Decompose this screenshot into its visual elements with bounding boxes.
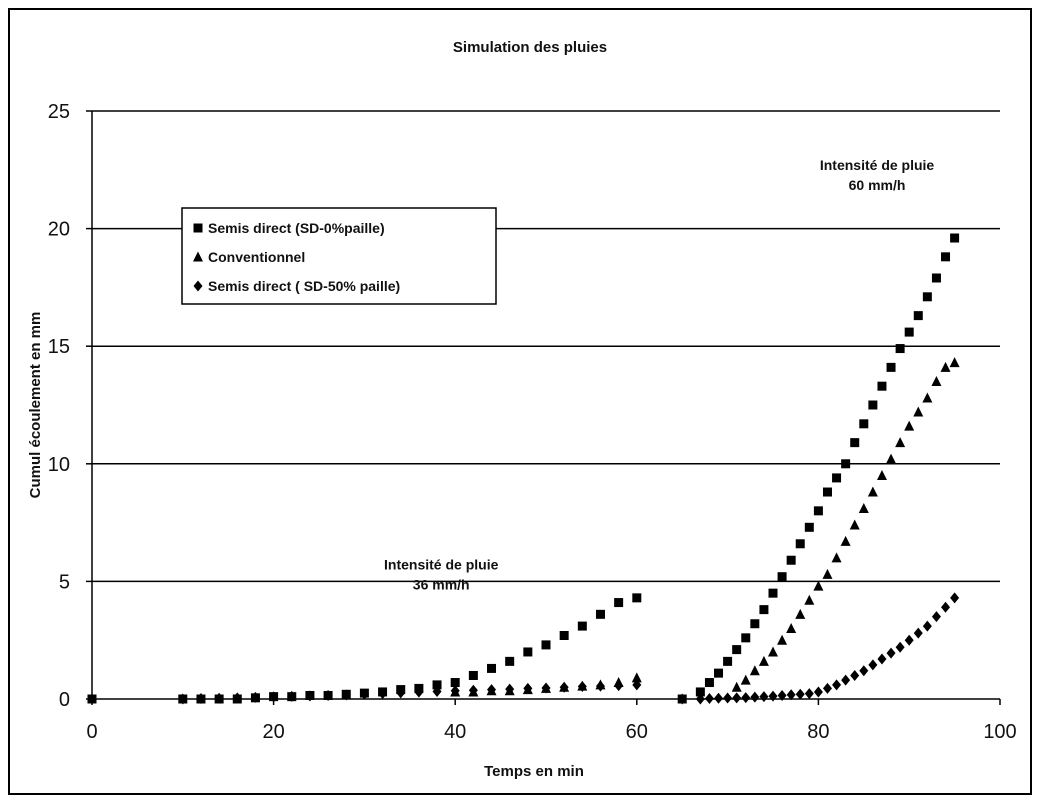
data-point-square [560, 631, 569, 640]
data-point-square [850, 438, 859, 447]
data-point-square [705, 678, 714, 687]
data-point-square [941, 252, 950, 261]
x-tick-label: 0 [86, 721, 97, 743]
x-tick-label: 20 [262, 721, 284, 743]
data-point-square [923, 292, 932, 301]
data-point-square [887, 363, 896, 372]
y-axis-title: Cumul écoulement en mm [27, 312, 44, 499]
annotation-line1: Intensité de pluie [820, 157, 935, 173]
data-point-square [778, 572, 787, 581]
data-point-square [914, 311, 923, 320]
data-point-square [542, 640, 551, 649]
data-point-square [823, 488, 832, 497]
legend-label: Semis direct ( SD-50% paille) [208, 278, 400, 294]
data-point-square [868, 401, 877, 410]
annotation-line2: 60 mm/h [849, 177, 906, 193]
data-point-square [732, 645, 741, 654]
y-tick-label: 10 [48, 454, 70, 476]
data-point-square [950, 234, 959, 243]
data-point-square [596, 610, 605, 619]
annotation-line2: 36 mm/h [413, 577, 470, 593]
data-point-square [487, 664, 496, 673]
data-point-square [505, 657, 514, 666]
data-point-square [723, 657, 732, 666]
data-point-square [932, 273, 941, 282]
x-tick-label: 60 [626, 721, 648, 743]
legend-label: Semis direct (SD-0%paille) [208, 220, 385, 236]
data-point-square [632, 593, 641, 602]
y-tick-label: 15 [48, 336, 70, 358]
data-point-square [805, 523, 814, 532]
annotation-line1: Intensité de pluie [384, 557, 499, 573]
data-point-square [523, 647, 532, 656]
data-point-square [614, 598, 623, 607]
data-point-square [578, 622, 587, 631]
data-point-square [859, 419, 868, 428]
data-point-square [469, 671, 478, 680]
legend: Semis direct (SD-0%paille) Conventionnel S… [182, 208, 496, 304]
chart-title: Simulation des pluies [453, 39, 607, 56]
data-point-square [877, 382, 886, 391]
x-tick-label: 40 [444, 721, 466, 743]
chart-frame [9, 9, 1031, 794]
data-point-square [750, 619, 759, 628]
data-point-square [796, 539, 805, 548]
x-tick-label: 100 [983, 721, 1016, 743]
y-tick-label: 0 [59, 689, 70, 711]
data-point-square [769, 589, 778, 598]
data-point-square [841, 459, 850, 468]
x-axis-title: Temps en min [484, 763, 584, 780]
y-tick-label: 5 [59, 571, 70, 593]
data-point-square [832, 473, 841, 482]
y-tick-label: 25 [48, 101, 70, 123]
data-point-square [714, 669, 723, 678]
data-point-square [759, 605, 768, 614]
data-point-square [896, 344, 905, 353]
y-tick-label: 20 [48, 219, 70, 241]
data-point-square [905, 328, 914, 337]
data-point-square [787, 556, 796, 565]
x-tick-label: 80 [807, 721, 829, 743]
data-point-square [741, 633, 750, 642]
legend-label: Conventionnel [208, 249, 305, 265]
data-point-square [814, 506, 823, 515]
legend-marker-square [194, 224, 203, 233]
